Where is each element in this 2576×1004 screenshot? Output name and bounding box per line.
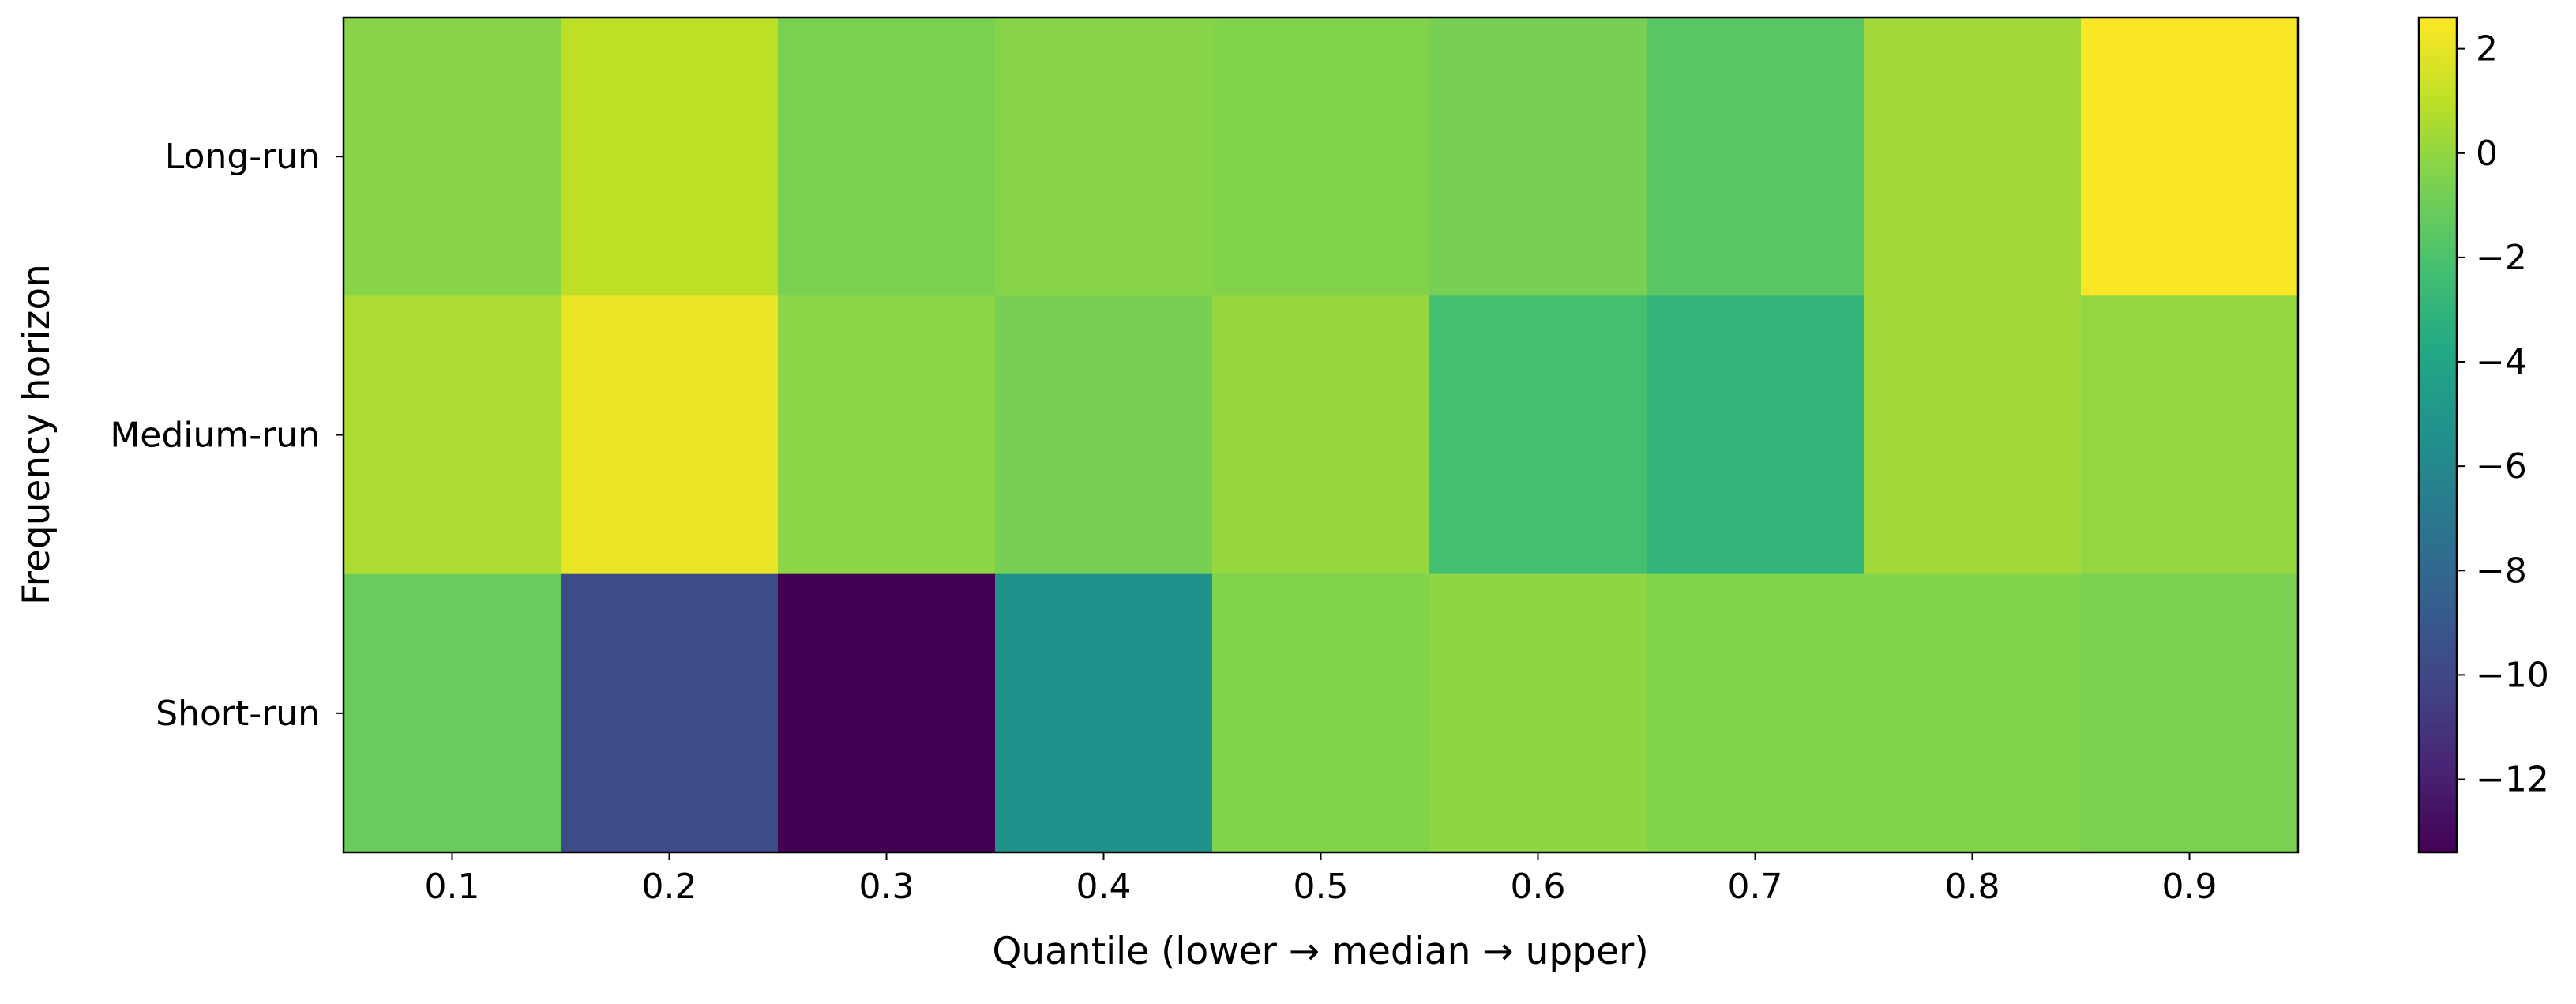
heatmap-cell-long-run-0.6	[1429, 17, 1647, 296]
heatmap-cell-long-run-0.9	[2081, 17, 2299, 296]
heatmap-cell-long-run-0.5	[1212, 17, 1430, 296]
colorbar-tick-label: 0	[2476, 133, 2498, 174]
x-axis: 0.1 0.2 0.3 0.4 0.5 0.6 0.7 0.8 0.9	[425, 852, 2217, 907]
colorbar-ticks: 2 0 −2 −4 −6 −8 −10 −12	[2457, 29, 2549, 800]
heatmap-cells	[344, 17, 2299, 853]
heatmap-cell-medium-run-0.4	[995, 295, 1213, 575]
colorbar: 2 0 −2 −4 −6 −8 −10 −12	[2417, 16, 2549, 854]
heatmap-cell-medium-run-0.1	[344, 295, 561, 575]
heatmap-cell-medium-run-0.7	[1647, 295, 1864, 575]
heatmap-cell-short-run-0.3	[778, 573, 996, 853]
colorbar-frame	[2417, 16, 2458, 854]
y-tick-label: Long-run	[165, 137, 320, 177]
heatmap-cell-medium-run-0.2	[561, 295, 779, 575]
x-tick-label: 0.2	[642, 867, 697, 907]
y-axis: Long-run Medium-run Short-run	[110, 137, 344, 734]
x-tick-label: 0.8	[1945, 867, 2000, 907]
x-tick-label: 0.6	[1511, 867, 1566, 907]
colorbar-tick-label: −12	[2476, 760, 2549, 800]
x-tick-label: 0.3	[859, 867, 914, 907]
heatmap-cell-short-run-0.7	[1647, 573, 1864, 853]
x-tick-label: 0.7	[1728, 867, 1783, 907]
y-tick-label: Short-run	[156, 694, 320, 734]
heatmap-cell-long-run-0.3	[778, 17, 996, 296]
heatmap-cell-short-run-0.1	[344, 573, 561, 853]
heatmap-cell-long-run-0.7	[1647, 17, 1864, 296]
colorbar-tick-label: 2	[2476, 29, 2498, 70]
colorbar-tick-label: −8	[2476, 551, 2527, 591]
heatmap-cell-short-run-0.2	[561, 573, 779, 853]
x-tick-label: 0.9	[2162, 867, 2217, 907]
heatmap-cell-short-run-0.9	[2081, 573, 2299, 853]
heatmap-cell-long-run-0.2	[561, 17, 779, 296]
colorbar-gradient	[2419, 17, 2457, 852]
heatmap-cell-short-run-0.8	[1864, 573, 2082, 853]
heatmap-cell-short-run-0.6	[1429, 573, 1647, 853]
heatmap-cell-medium-run-0.8	[1864, 295, 2082, 575]
y-axis-label: Frequency horizon	[15, 264, 58, 605]
colorbar-tick-label: −10	[2476, 655, 2549, 695]
heatmap-cell-medium-run-0.3	[778, 295, 996, 575]
x-tick-label: 0.4	[1076, 867, 1132, 907]
heatmap-cell-long-run-0.1	[344, 17, 561, 296]
heatmap-cell-short-run-0.5	[1212, 573, 1430, 853]
heatmap-cell-medium-run-0.6	[1429, 295, 1647, 575]
heatmap-cell-medium-run-0.5	[1212, 295, 1430, 575]
heatmap-cell-medium-run-0.9	[2081, 295, 2299, 575]
heatmap-cell-long-run-0.4	[995, 17, 1213, 296]
colorbar-tick-label: −4	[2476, 342, 2527, 382]
heatmap-cell-short-run-0.4	[995, 573, 1213, 853]
heatmap-cell-long-run-0.8	[1864, 17, 2082, 296]
x-tick-label: 0.1	[425, 867, 480, 907]
x-tick-label: 0.5	[1294, 867, 1349, 907]
colorbar-tick-label: −6	[2476, 446, 2527, 487]
x-axis-label: Quantile (lower → median → upper)	[992, 930, 1648, 973]
colorbar-tick-label: −2	[2476, 238, 2527, 278]
y-tick-label: Medium-run	[110, 416, 320, 456]
